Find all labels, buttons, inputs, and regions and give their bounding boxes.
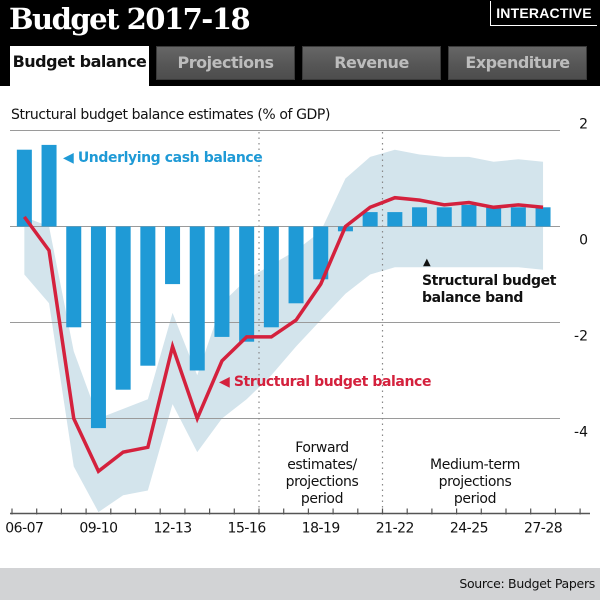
bar-18-19 bbox=[313, 226, 329, 280]
axis-layer: 06-07 09-10 12-13 15-16 18-19 21-22 24-25 27-28 bbox=[5, 508, 590, 537]
medium-term-label: Medium-term projections period bbox=[415, 457, 535, 508]
cash-balance-label: ◀ Underlying cash balance bbox=[63, 150, 263, 166]
x-tick-label-24-25: 24-25 bbox=[450, 521, 488, 537]
tab-projections[interactable]: Projections bbox=[156, 46, 295, 80]
bar-25-26 bbox=[486, 207, 502, 227]
forward-line-3: projections bbox=[285, 474, 359, 490]
bar-layer bbox=[16, 144, 551, 429]
medium-line-3: period bbox=[453, 491, 497, 507]
structural-balance-label: ◀ Structural budget balance bbox=[219, 374, 432, 390]
bar-26-27 bbox=[510, 207, 526, 227]
bar-12-13 bbox=[165, 226, 181, 285]
band-marker-icon: ▲ bbox=[423, 257, 431, 268]
bar-07-08 bbox=[41, 144, 57, 227]
x-tick-label-09-10: 09-10 bbox=[79, 521, 117, 537]
tab-revenue[interactable]: Revenue bbox=[302, 46, 441, 80]
footer: Source: Budget Papers bbox=[0, 568, 600, 600]
x-tick-label-21-22: 21-22 bbox=[376, 521, 414, 537]
x-tick-label-15-16: 15-16 bbox=[228, 521, 267, 537]
bar-27-28 bbox=[535, 207, 551, 227]
x-tick-label-06-07: 06-07 bbox=[5, 521, 43, 537]
bar-24-25 bbox=[461, 204, 477, 227]
bar-11-12 bbox=[140, 226, 156, 366]
medium-line-2: projections bbox=[438, 474, 512, 490]
source-note: Source: Budget Papers bbox=[459, 576, 595, 591]
bar-23-24 bbox=[436, 207, 452, 227]
band-label-line2: balance band bbox=[422, 290, 524, 306]
forward-line-4: period bbox=[300, 491, 344, 507]
bar-06-07 bbox=[16, 149, 32, 227]
chart-title: Structural budget balance estimates (% o… bbox=[11, 107, 331, 123]
bar-20-21 bbox=[362, 212, 378, 227]
interactive-badge: INTERACTIVE bbox=[490, 1, 597, 26]
bar-14-15 bbox=[214, 226, 230, 337]
y-tick-label: 0 bbox=[579, 233, 588, 249]
bar-13-14 bbox=[189, 226, 205, 371]
header: Budget 2017-18 INTERACTIVE Budget balanc… bbox=[0, 0, 600, 86]
tab-budget-balance[interactable]: Budget balance bbox=[10, 46, 149, 86]
bar-08-09 bbox=[66, 226, 82, 328]
bar-21-22 bbox=[387, 212, 403, 227]
bar-17-18 bbox=[288, 226, 304, 304]
line-layer bbox=[22, 195, 544, 475]
y-tick-label: -2 bbox=[574, 329, 588, 345]
bar-09-10 bbox=[90, 226, 106, 429]
band-label-line1: Structural budget bbox=[422, 273, 557, 289]
budget-balance-chart: 2 0 -2 -4 06-07 09-10 12-13 15-16 18-19 21-22 24-… bbox=[5, 117, 590, 537]
forward-estimates-label: Forward estimates/ projections period bbox=[270, 440, 374, 508]
bar-15-16 bbox=[239, 226, 255, 342]
bar-10-11 bbox=[115, 226, 131, 390]
structural-balance-line bbox=[22, 195, 544, 475]
tab-expenditure[interactable]: Expenditure bbox=[448, 46, 587, 80]
medium-line-1: Medium-term bbox=[430, 457, 520, 473]
bar-22-23 bbox=[412, 207, 428, 227]
x-tick-label-27-28: 27-28 bbox=[524, 521, 562, 537]
y-tick-label: 2 bbox=[579, 117, 588, 133]
forward-line-1: Forward bbox=[295, 440, 349, 456]
x-tick-label-18-19: 18-19 bbox=[302, 521, 340, 537]
forward-line-2: estimates/ bbox=[287, 457, 357, 473]
x-tick-label-12-13: 12-13 bbox=[153, 521, 191, 537]
app-title: Budget 2017-18 bbox=[9, 2, 251, 36]
y-tick-label: -4 bbox=[574, 425, 588, 441]
bar-16-17 bbox=[263, 226, 279, 328]
